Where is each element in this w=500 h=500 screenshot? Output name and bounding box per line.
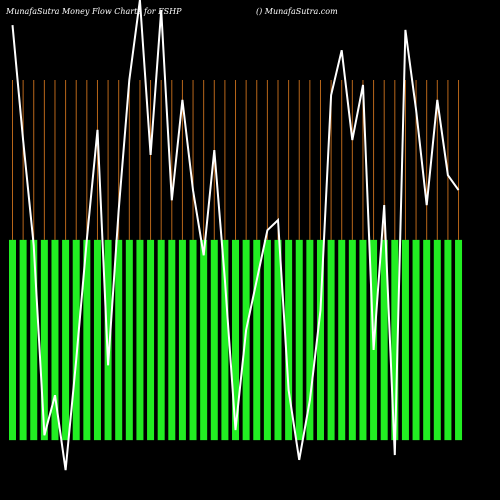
bar <box>423 239 431 441</box>
bar <box>115 239 123 441</box>
bar <box>200 239 208 441</box>
bar <box>210 239 218 441</box>
bar <box>83 239 91 441</box>
bar <box>40 239 48 441</box>
bar <box>136 239 144 441</box>
bar <box>380 239 388 441</box>
bar <box>72 239 80 441</box>
chart-title: MunafaSutra Money Flow Charts for FSHP <box>5 7 182 16</box>
bar <box>104 239 112 441</box>
watermark: () MunafaSutra.com <box>256 7 338 16</box>
bar <box>359 239 367 441</box>
bar <box>147 239 155 441</box>
bar <box>189 239 197 441</box>
bar <box>412 239 420 441</box>
bar <box>9 239 16 441</box>
bar <box>263 239 271 441</box>
bar <box>455 239 463 441</box>
bar <box>444 239 452 441</box>
bar <box>274 239 282 441</box>
flow-line <box>11 0 460 471</box>
bar <box>295 239 303 441</box>
bar <box>168 239 176 441</box>
bar <box>93 239 101 441</box>
bar <box>433 239 441 441</box>
bar <box>338 239 346 441</box>
bar <box>327 239 335 441</box>
bar <box>232 239 240 441</box>
bar <box>221 239 229 441</box>
bar <box>125 239 133 441</box>
bar <box>306 239 314 441</box>
bar <box>157 239 165 441</box>
bar <box>253 239 261 441</box>
bar <box>285 239 293 441</box>
bar <box>391 239 399 441</box>
bar <box>401 239 409 441</box>
bar <box>316 239 324 441</box>
bar <box>348 239 356 441</box>
bar <box>19 239 27 441</box>
bar <box>51 239 59 441</box>
bar <box>242 239 250 441</box>
bar <box>178 239 186 441</box>
bar <box>62 239 70 441</box>
bar <box>30 239 38 441</box>
